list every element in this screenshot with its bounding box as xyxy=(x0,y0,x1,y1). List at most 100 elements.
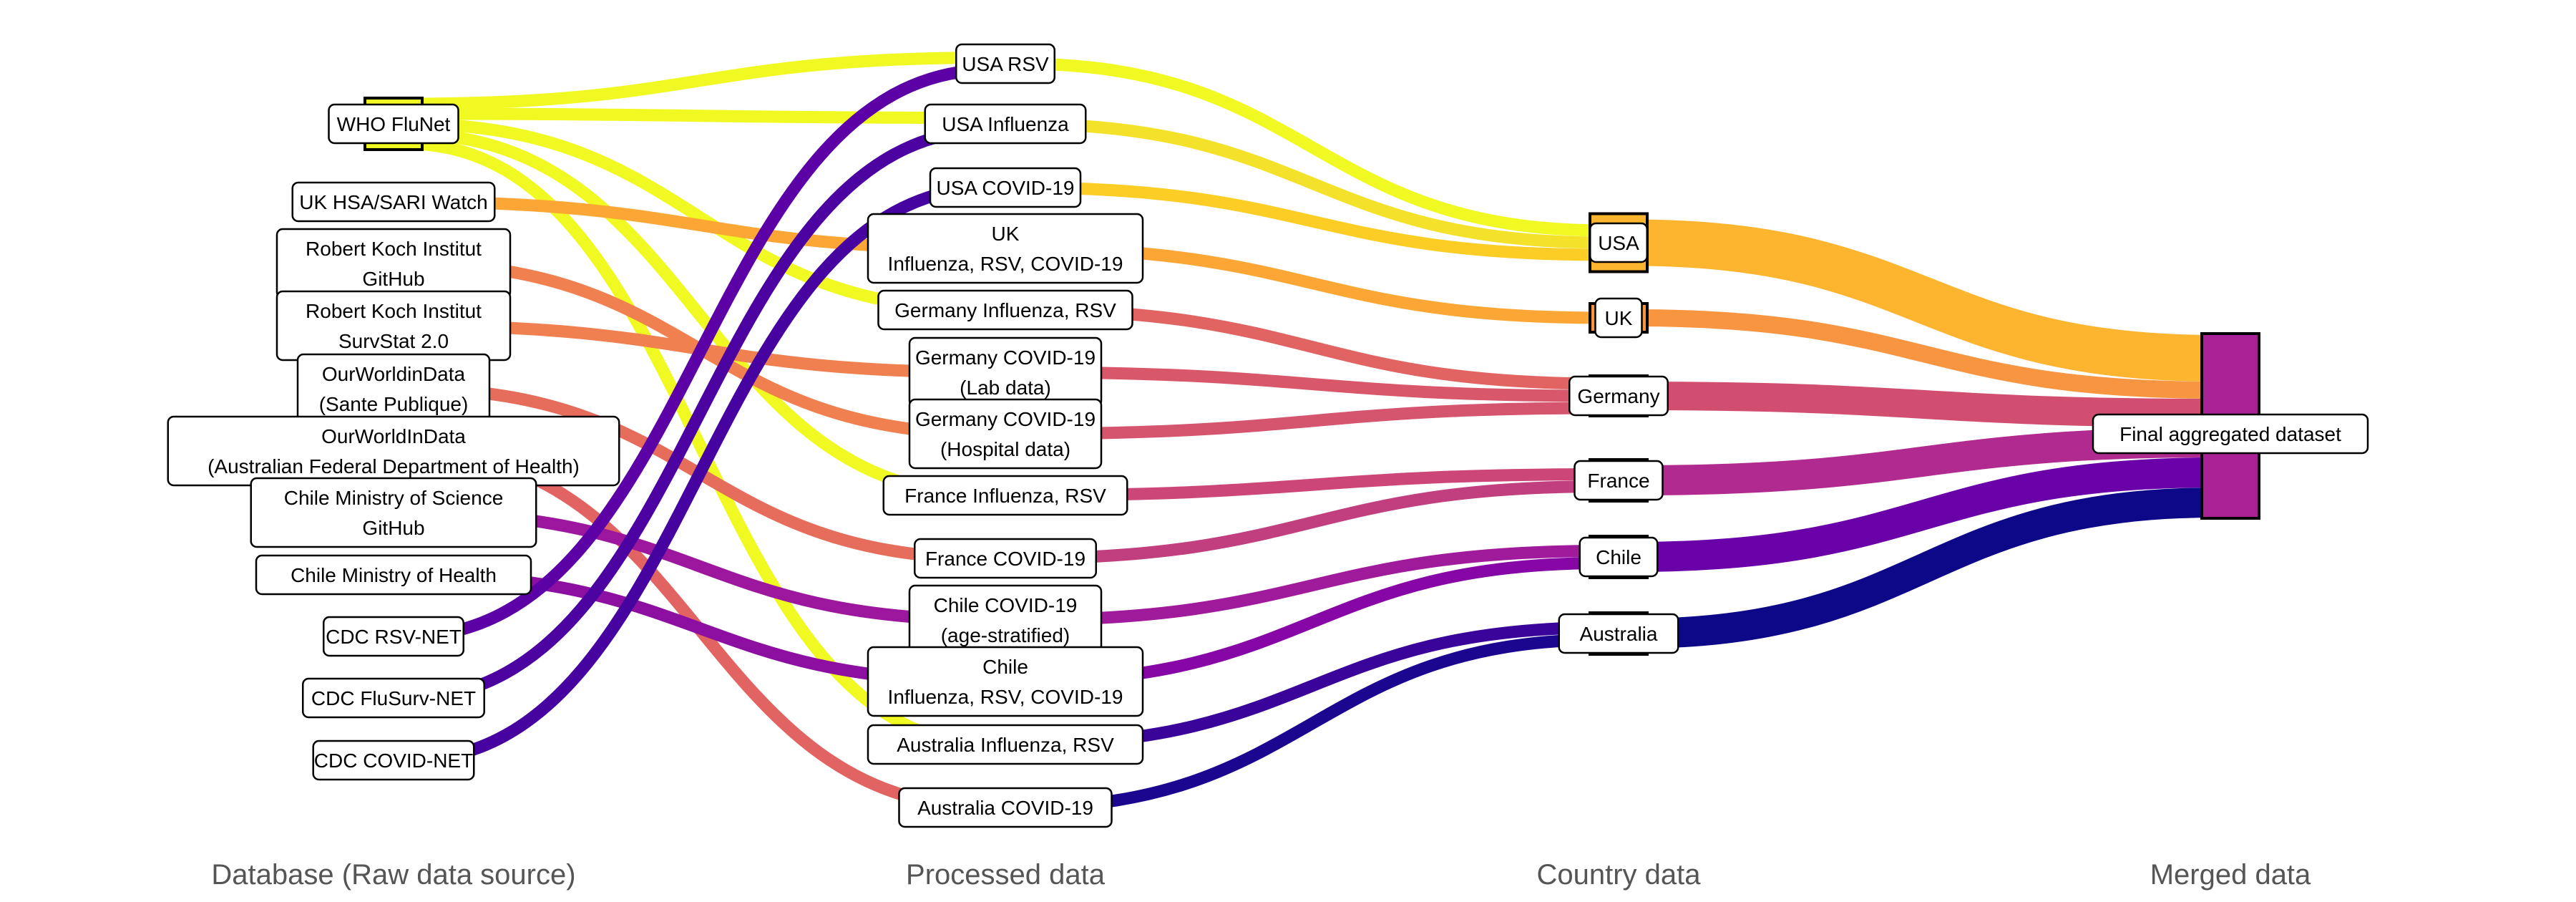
node-label-box xyxy=(1589,222,1648,263)
node-label-text: France COVID-19 xyxy=(925,548,1085,570)
node-label-text: Robert Koch Institut xyxy=(306,238,482,260)
node-label-text: (Sante Publique) xyxy=(319,393,469,415)
node-label-box xyxy=(898,787,1113,828)
node-label-text: Chile xyxy=(1596,546,1641,568)
column-title-processed: Processed data xyxy=(906,859,1106,891)
link-germany-to-final xyxy=(1632,382,2217,427)
link-dehosp-to-germany xyxy=(1019,402,1605,440)
node-label-text: France xyxy=(1587,470,1649,492)
node-frcov: France COVID-19 xyxy=(914,538,1097,579)
node-usacov: USA COVID-19 xyxy=(929,167,1082,208)
column-title-merged: Merged data xyxy=(2150,859,2311,891)
node-clcov: Chile COVID-19 (age-stratified) xyxy=(908,584,1103,656)
node-label-box xyxy=(1579,536,1659,578)
link-clcov-to-chile xyxy=(1019,545,1605,626)
node-label-text: CDC COVID-NET xyxy=(314,750,473,772)
node-australia: Australia xyxy=(1558,613,1679,654)
node-cdccov: CDC COVID-NET xyxy=(312,739,475,781)
node-label-text: USA COVID-19 xyxy=(937,177,1075,199)
node-owidau: OurWorldInData (Australian Federal Depart… xyxy=(167,415,620,487)
node-label-box xyxy=(867,724,1144,765)
node-ukall: UK Influenza, RSV, COVID-19 xyxy=(867,213,1144,284)
node-clall: Chile Influenza, RSV, COVID-19 xyxy=(867,646,1144,717)
node-label-text: Influenza, RSV, COVID-19 xyxy=(888,253,1123,275)
node-labels-layer: WHO FluNet UK HSA/SARI Watch Robert Koch I… xyxy=(167,43,2369,828)
node-owidsp: OurWorldinData (Sante Publique) xyxy=(296,353,491,425)
node-label-text: SurvStat 2.0 xyxy=(338,330,449,352)
node-delab: Germany COVID-19 (Lab data) xyxy=(908,336,1103,408)
node-label-text: France Influenza, RSV xyxy=(904,485,1106,507)
node-label-box xyxy=(955,43,1055,84)
link-aucov-to-australia xyxy=(1019,634,1605,814)
node-dehosp: Germany COVID-19 (Hospital data) xyxy=(908,398,1103,470)
link-who-to-usarsv xyxy=(407,52,992,110)
node-label-text: (Australian Federal Department of Health… xyxy=(208,455,580,477)
node-label-text: USA RSV xyxy=(962,53,1049,75)
node-label-text: CDC RSV-NET xyxy=(326,626,462,648)
node-label-text: Germany Influenza, RSV xyxy=(894,299,1116,321)
node-label-box xyxy=(328,103,459,145)
node-germany: Germany xyxy=(1568,375,1669,417)
node-chilesci: Chile Ministry of Science GitHub xyxy=(250,477,537,548)
node-label-text: UK HSA/SARI Watch xyxy=(299,191,487,213)
node-deflu: Germany Influenza, RSV xyxy=(877,289,1133,331)
link-who-to-usaflu xyxy=(407,107,992,124)
link-who-to-frflu xyxy=(407,127,992,502)
node-label-box xyxy=(302,677,485,719)
node-label-box xyxy=(255,554,532,596)
node-label-text: USA xyxy=(1598,232,1639,254)
node-label-box xyxy=(867,646,1144,717)
node-label-text: CDC FluSurv-NET xyxy=(311,687,476,709)
node-label-box xyxy=(914,538,1097,579)
node-label-box xyxy=(2092,413,2369,455)
node-label-text: Chile COVID-19 xyxy=(934,594,1078,616)
node-usa: USA xyxy=(1589,222,1648,263)
link-usarsv-to-usa xyxy=(1019,57,1605,237)
node-label-box xyxy=(1568,375,1669,417)
node-label-box xyxy=(1574,460,1664,501)
node-label-text: UK xyxy=(992,223,1020,245)
node-label-box xyxy=(291,181,496,223)
link-usacov-to-usa xyxy=(1019,181,1605,261)
node-label-box xyxy=(867,213,1144,284)
node-label-text: Germany COVID-19 xyxy=(915,346,1096,369)
node-cdcflu: CDC FluSurv-NET xyxy=(302,677,485,719)
node-uk: UK xyxy=(1594,297,1643,339)
node-label-text: WHO FluNet xyxy=(337,113,451,135)
link-usaflu-to-usa xyxy=(1019,117,1605,249)
node-label-box xyxy=(882,475,1128,516)
node-final: Final aggregated dataset xyxy=(2092,413,2369,455)
link-uk-to-final xyxy=(1632,309,2217,399)
node-label-text: Australia Influenza, RSV xyxy=(897,734,1114,756)
node-label-box xyxy=(908,398,1103,470)
node-frflu: France Influenza, RSV xyxy=(882,475,1128,516)
links-layer xyxy=(407,52,2217,814)
node-label-text: GitHub xyxy=(362,268,424,290)
node-label-text: Chile Ministry of Science xyxy=(284,487,504,509)
node-label-text: (Lab data) xyxy=(960,377,1051,399)
node-label-box xyxy=(877,289,1133,331)
node-label-box xyxy=(250,477,537,548)
node-label-text: Australia COVID-19 xyxy=(917,797,1093,819)
node-rkigh: Robert Koch Institut GitHub xyxy=(275,228,512,299)
link-delab-to-germany xyxy=(1019,366,1605,402)
node-label-text: Germany COVID-19 xyxy=(915,408,1096,430)
node-label-box xyxy=(312,739,475,781)
link-frflu-to-france xyxy=(1019,468,1605,502)
node-rkiss: Robert Koch Institut SurvStat 2.0 xyxy=(275,290,512,362)
node-label-box xyxy=(323,616,464,657)
node-label-text: Final aggregated dataset xyxy=(2119,423,2341,445)
node-france: France xyxy=(1574,460,1664,501)
node-label-text: Robert Koch Institut xyxy=(306,300,482,322)
node-label-box xyxy=(929,167,1082,208)
node-usaflu: USA Influenza xyxy=(924,103,1087,145)
node-usarsv: USA RSV xyxy=(955,43,1055,84)
node-label-text: Germany xyxy=(1577,385,1659,407)
node-who: WHO FluNet xyxy=(328,103,459,145)
node-label-box xyxy=(1594,297,1643,339)
node-chileh: Chile Ministry of Health xyxy=(255,554,532,596)
column-titles: Database (Raw data source) Processed dat… xyxy=(211,859,2311,891)
node-label-box xyxy=(1558,613,1679,654)
node-aucov: Australia COVID-19 xyxy=(898,787,1113,828)
